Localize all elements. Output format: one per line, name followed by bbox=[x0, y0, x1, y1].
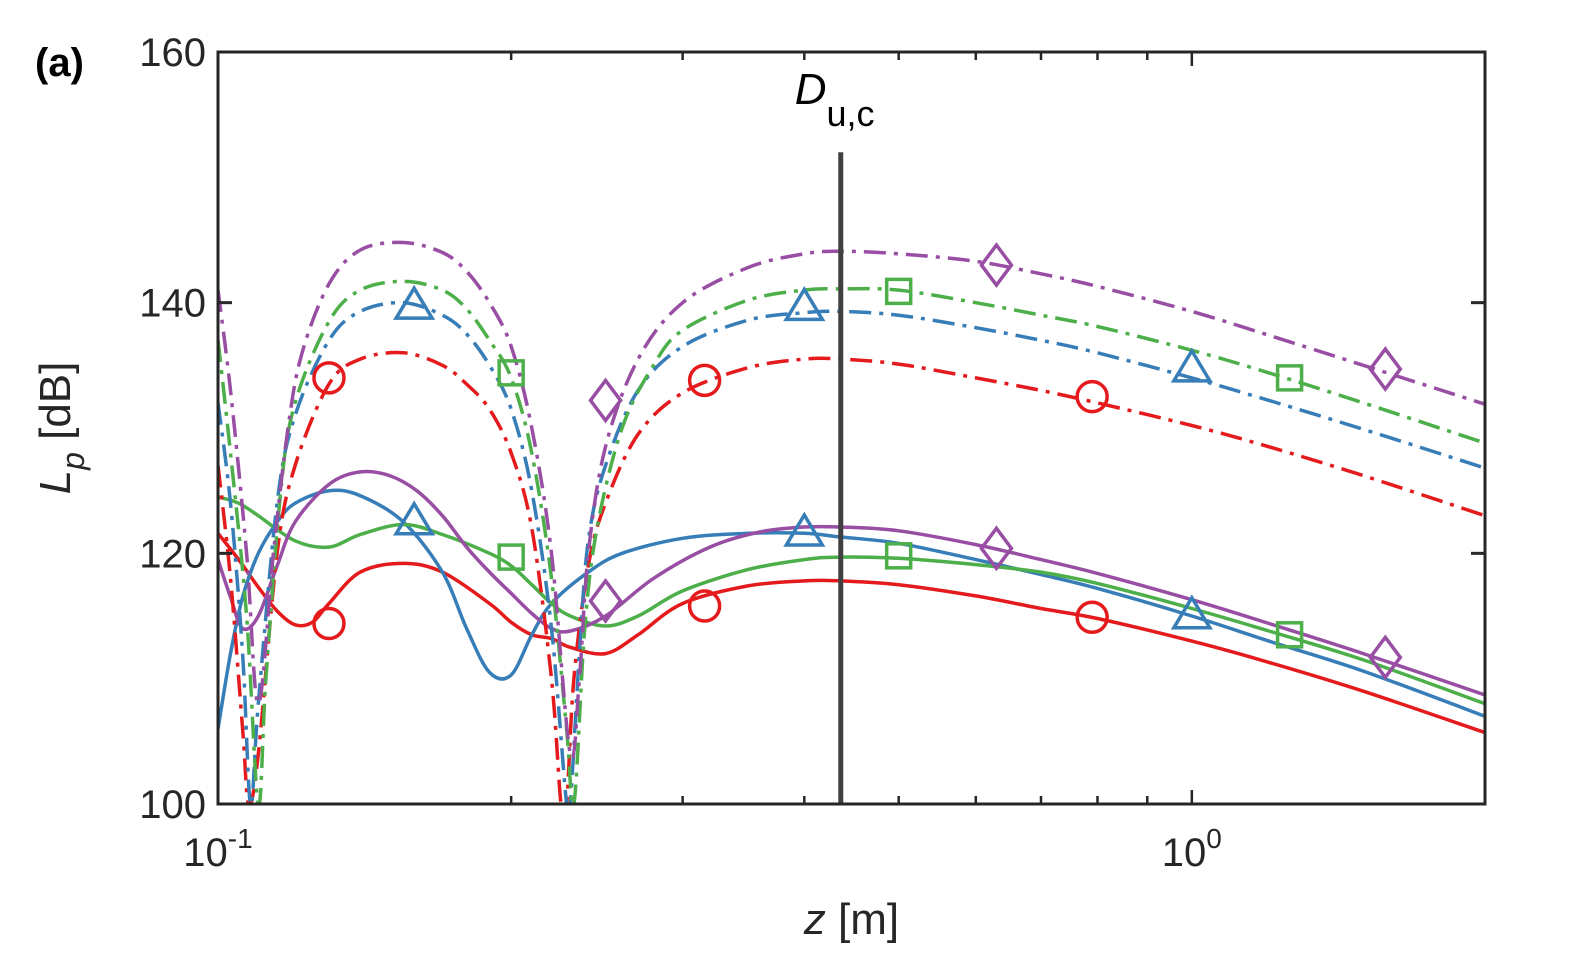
series-line-purple-solid bbox=[218, 469, 1485, 697]
series-line-green-solid bbox=[218, 495, 1485, 706]
y-tick-label: 120 bbox=[139, 532, 206, 576]
series-line-blue-solid bbox=[218, 488, 1485, 730]
x-axis-label: z [m] bbox=[803, 895, 899, 944]
plot-area bbox=[218, 52, 1485, 804]
marker-triangle bbox=[783, 511, 826, 547]
marker-circle bbox=[1075, 379, 1109, 414]
plot-frame bbox=[216, 50, 1487, 806]
marker-diamond bbox=[1368, 634, 1403, 681]
y-tick-label: 100 bbox=[139, 783, 206, 827]
series-line-blue-dashdot bbox=[218, 300, 1485, 804]
y-tick-label: 140 bbox=[139, 282, 206, 326]
marker-circle bbox=[312, 361, 346, 395]
marker-circle bbox=[687, 589, 722, 623]
y-axis-label: Lp [dB] bbox=[31, 362, 91, 495]
marker-diamond bbox=[1368, 346, 1403, 393]
series-line-red-solid bbox=[218, 532, 1485, 735]
marker-diamond bbox=[979, 242, 1014, 288]
marker-triangle bbox=[393, 500, 436, 536]
marker-diamond bbox=[588, 578, 623, 624]
x-tick-label: 10-1 bbox=[183, 823, 252, 875]
marker-circle bbox=[1075, 600, 1109, 635]
marker-circle bbox=[312, 606, 346, 641]
marker-triangle bbox=[1170, 347, 1213, 383]
marker-square bbox=[1275, 621, 1304, 649]
marker-circle bbox=[687, 363, 722, 398]
marker-square bbox=[497, 359, 525, 387]
marker-triangle bbox=[393, 284, 436, 320]
marker-layer bbox=[312, 242, 1403, 681]
marker-square bbox=[884, 542, 913, 570]
y-tick-label: 160 bbox=[139, 31, 206, 75]
marker-diamond bbox=[979, 525, 1014, 572]
marker-diamond bbox=[588, 377, 623, 424]
series-layer bbox=[218, 240, 1485, 804]
panel-label: (a) bbox=[35, 41, 84, 85]
vline-layer: Du,c bbox=[795, 65, 875, 804]
marker-triangle bbox=[783, 286, 826, 322]
marker-square bbox=[497, 543, 525, 571]
marker-square bbox=[884, 277, 913, 306]
marker-triangle bbox=[1170, 594, 1213, 630]
x-tick-label: 100 bbox=[1162, 823, 1222, 875]
vline-label: Du,c bbox=[795, 65, 875, 134]
series-line-purple-dashdot bbox=[218, 240, 1485, 760]
marker-square bbox=[1275, 364, 1304, 392]
